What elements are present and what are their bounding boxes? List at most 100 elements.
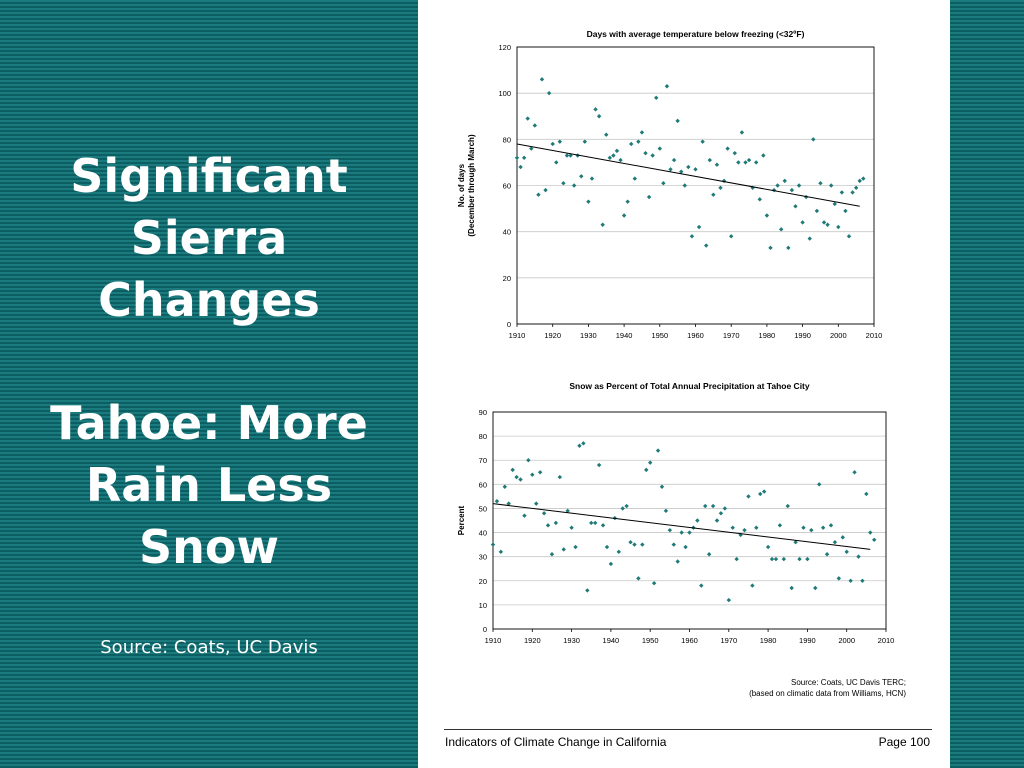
data-point bbox=[782, 178, 787, 184]
data-point bbox=[532, 123, 538, 128]
data-point bbox=[714, 162, 720, 167]
data-point bbox=[581, 441, 586, 446]
data-point bbox=[545, 523, 551, 528]
chart-source-note-2: (based on climatic data from Williams, H… bbox=[749, 689, 906, 698]
y-tick-label: 50 bbox=[479, 504, 487, 513]
y-axis-label: Percent bbox=[457, 505, 466, 535]
data-point bbox=[789, 187, 795, 193]
data-point bbox=[836, 576, 842, 581]
data-point bbox=[836, 224, 841, 230]
data-point bbox=[596, 462, 602, 468]
data-point bbox=[856, 554, 861, 559]
data-point bbox=[498, 549, 504, 555]
data-point bbox=[797, 556, 802, 562]
x-tick-label: 1960 bbox=[687, 331, 704, 340]
x-tick-label: 1920 bbox=[544, 331, 561, 340]
data-point bbox=[773, 556, 779, 562]
data-point bbox=[789, 585, 794, 591]
data-point bbox=[607, 155, 613, 160]
data-point bbox=[675, 559, 680, 564]
data-point bbox=[765, 544, 771, 550]
x-tick-label: 2010 bbox=[878, 636, 895, 645]
data-point bbox=[730, 525, 735, 530]
data-point bbox=[596, 114, 602, 119]
x-tick-label: 2010 bbox=[866, 331, 883, 340]
data-point bbox=[543, 187, 548, 193]
chart-title: Days with average temperature below free… bbox=[587, 29, 805, 39]
data-point bbox=[648, 460, 653, 465]
data-point bbox=[600, 523, 606, 528]
data-point bbox=[628, 540, 633, 545]
y-tick-label: 0 bbox=[507, 320, 511, 329]
data-point bbox=[801, 525, 806, 530]
data-point bbox=[743, 160, 748, 165]
data-point bbox=[577, 443, 582, 448]
y-tick-label: 70 bbox=[479, 456, 487, 465]
data-point bbox=[700, 139, 705, 144]
data-point bbox=[785, 503, 790, 509]
data-point bbox=[807, 236, 812, 241]
data-point bbox=[816, 482, 822, 487]
data-point bbox=[664, 84, 670, 89]
data-point bbox=[614, 148, 620, 154]
y-tick-label: 90 bbox=[479, 408, 487, 417]
y-tick-label: 40 bbox=[503, 228, 511, 237]
data-point bbox=[857, 178, 862, 184]
data-point bbox=[821, 220, 827, 225]
data-point bbox=[868, 530, 873, 535]
data-point bbox=[818, 180, 823, 186]
data-point bbox=[761, 489, 767, 494]
x-tick-label: 1970 bbox=[720, 636, 737, 645]
data-point bbox=[537, 470, 543, 475]
data-point bbox=[710, 503, 716, 509]
document-page: Days with average temperature below free… bbox=[418, 0, 950, 768]
data-point bbox=[687, 530, 692, 535]
data-point bbox=[494, 499, 500, 504]
data-point bbox=[529, 146, 534, 151]
data-point bbox=[536, 192, 541, 197]
data-point bbox=[571, 183, 577, 188]
y-tick-label: 30 bbox=[479, 553, 487, 562]
x-tick-label: 1980 bbox=[759, 331, 776, 340]
data-point bbox=[525, 116, 530, 121]
data-point bbox=[659, 484, 665, 489]
data-point bbox=[589, 520, 594, 526]
data-point bbox=[707, 157, 712, 163]
data-point bbox=[739, 130, 745, 135]
data-point bbox=[526, 458, 531, 463]
data-point bbox=[561, 547, 566, 552]
x-tick-label: 1960 bbox=[681, 636, 698, 645]
y-tick-label: 100 bbox=[498, 89, 511, 98]
data-point bbox=[811, 137, 816, 142]
slide-title-line-3: Changes bbox=[98, 273, 320, 327]
data-point bbox=[778, 227, 784, 232]
data-point bbox=[848, 578, 853, 583]
data-point bbox=[746, 157, 752, 163]
y-tick-label: 60 bbox=[503, 182, 511, 191]
data-point bbox=[850, 190, 855, 195]
data-point bbox=[661, 180, 666, 186]
slide-subtitle-line-2: Rain Less bbox=[85, 458, 333, 512]
x-tick-label: 1990 bbox=[794, 331, 811, 340]
data-point bbox=[844, 549, 849, 555]
x-tick-label: 1930 bbox=[580, 331, 597, 340]
data-point bbox=[632, 176, 638, 181]
data-point bbox=[629, 141, 634, 147]
data-point bbox=[768, 245, 773, 251]
plot-frame bbox=[492, 411, 887, 630]
y-tick-label: 80 bbox=[503, 135, 511, 144]
slide-subtitle-line-1: Tahoe: More bbox=[50, 396, 368, 450]
y-tick-label: 10 bbox=[479, 601, 487, 610]
data-point bbox=[696, 224, 702, 230]
data-point bbox=[604, 132, 609, 137]
data-point bbox=[589, 176, 595, 181]
data-point bbox=[754, 525, 759, 530]
data-point bbox=[781, 556, 787, 562]
data-point bbox=[824, 552, 830, 557]
slide-subtitle-line-3: Snow bbox=[139, 520, 279, 574]
y-tick-label: 80 bbox=[479, 432, 487, 441]
y-axis-label: No. of days bbox=[457, 163, 466, 207]
right-background-strip bbox=[950, 0, 1024, 768]
data-point bbox=[657, 146, 662, 151]
data-point bbox=[746, 494, 751, 499]
